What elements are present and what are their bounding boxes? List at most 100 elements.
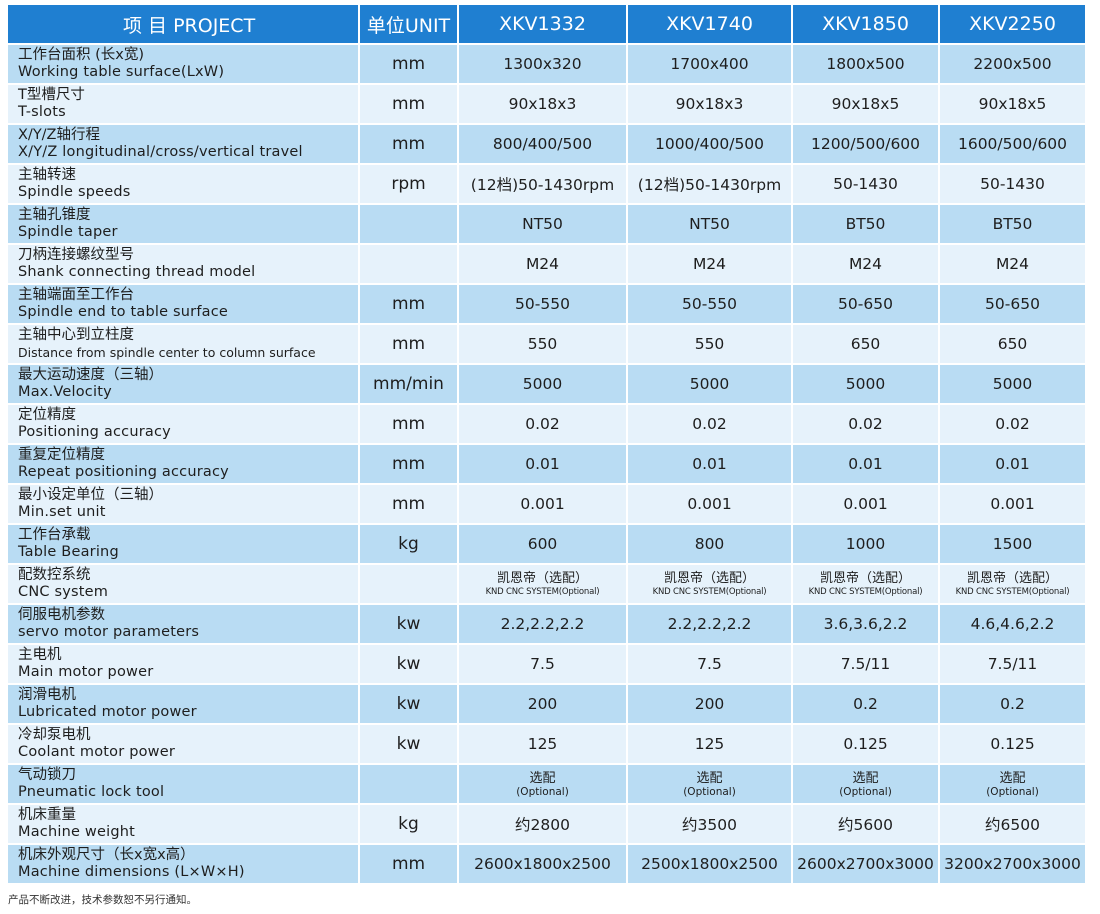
- spec-value-cell: 选配 (Optional): [628, 765, 791, 803]
- spec-name-zh: 重复定位精度: [18, 447, 105, 463]
- spec-value-line1: 凯恩帝（选配）: [819, 570, 911, 586]
- spec-unit-cell: mm: [360, 845, 457, 883]
- spec-name-en: Machine weight: [18, 824, 135, 840]
- spec-name-en: Spindle taper: [18, 224, 118, 240]
- table-row: 伺服电机参数 servo motor parameters kw 2.2,2.2,2.…: [8, 605, 1085, 643]
- spec-value-cell: 0.2: [793, 685, 938, 723]
- spec-value-cell: 1300x320: [459, 45, 626, 83]
- spec-value-cell: 50-550: [459, 285, 626, 323]
- spec-value-cell: 0.01: [940, 445, 1085, 483]
- table-row: 刀柄连接螺纹型号 Shank connecting thread model M24…: [8, 245, 1085, 283]
- spec-value-line2: (Optional): [986, 785, 1039, 798]
- spec-name-zh: 冷却泵电机: [18, 727, 91, 743]
- spec-unit-cell: kw: [360, 725, 457, 763]
- spec-name-en: Distance from spindle center to column s…: [18, 345, 316, 360]
- spec-value-cell: 50-1430: [793, 165, 938, 203]
- table-row: 最大运动速度（三轴） Max.Velocity mm/min 5000 5000 5000…: [8, 365, 1085, 403]
- spec-name-cell: 配数控系统 CNC system: [8, 565, 358, 603]
- spec-value-cell: 90x18x3: [459, 85, 626, 123]
- table-row: 工作台承载 Table Bearing kg 600 800 1000 1500: [8, 525, 1085, 563]
- spec-value-cell: 3.6,3.6,2.2: [793, 605, 938, 643]
- spec-name-cell: 伺服电机参数 servo motor parameters: [8, 605, 358, 643]
- spec-name-zh: 主轴端面至工作台: [18, 287, 134, 303]
- spec-name-zh: 主轴中心到立柱度: [18, 327, 134, 343]
- spec-unit-cell: mm: [360, 45, 457, 83]
- spec-value-cell: 7.5: [459, 645, 626, 683]
- spec-value-cell: 50-650: [793, 285, 938, 323]
- spec-value-line2: KND CNC SYSTEM(Optional): [955, 586, 1070, 597]
- spec-value-cell: 0.001: [793, 485, 938, 523]
- spec-value-cell: 1000: [793, 525, 938, 563]
- spec-name-zh: X/Y/Z轴行程: [18, 127, 100, 143]
- spec-value-cell: 50-1430: [940, 165, 1085, 203]
- spec-unit-cell: mm: [360, 85, 457, 123]
- header-model: XKV1850: [793, 5, 938, 43]
- spec-value-cell: 200: [459, 685, 626, 723]
- spec-name-zh: 工作台面积 (长x宽): [18, 47, 145, 63]
- spec-value-cell: 90x18x5: [793, 85, 938, 123]
- spec-name-cell: 最大运动速度（三轴） Max.Velocity: [8, 365, 358, 403]
- spec-name-cell: T型槽尺寸 T-slots: [8, 85, 358, 123]
- spec-value-cell: 1800x500: [793, 45, 938, 83]
- spec-name-zh: 刀柄连接螺纹型号: [18, 247, 134, 263]
- spec-unit-cell: mm: [360, 445, 457, 483]
- table-header-row: 项 目 PROJECT 单位UNIT XKV1332 XKV1740 XKV18…: [8, 5, 1085, 43]
- spec-value-line1: 凯恩帝（选配）: [966, 570, 1058, 586]
- spec-name-cell: 主轴中心到立柱度 Distance from spindle center to …: [8, 325, 358, 363]
- table-row: 气动锁刀 Pneumatic lock tool 选配 (Optional) 选配 (Op…: [8, 765, 1085, 803]
- spec-value-cell: 7.5/11: [793, 645, 938, 683]
- spec-name-zh: 机床外观尺寸（长x宽x高）: [18, 847, 195, 863]
- spec-value-line1: 选配: [529, 770, 556, 786]
- spec-value-cell: 1000/400/500: [628, 125, 791, 163]
- spec-value-cell: NT50: [628, 205, 791, 243]
- table-row: 机床外观尺寸（长x宽x高） Machine dimensions (L×W×H) m…: [8, 845, 1085, 883]
- spec-name-en: Spindle speeds: [18, 184, 131, 200]
- spec-unit-cell: [360, 565, 457, 603]
- spec-value-cell: 5000: [459, 365, 626, 403]
- spec-name-zh: 主轴孔锥度: [18, 207, 91, 223]
- spec-value-cell: BT50: [940, 205, 1085, 243]
- spec-value-line2: (Optional): [683, 785, 736, 798]
- spec-value-cell: 550: [459, 325, 626, 363]
- spec-name-en: servo motor parameters: [18, 624, 200, 640]
- spec-name-en: T-slots: [18, 104, 66, 120]
- spec-unit-cell: mm: [360, 485, 457, 523]
- spec-value-cell: 0.02: [793, 405, 938, 443]
- spec-value-cell: 50-550: [628, 285, 791, 323]
- header-model: XKV2250: [940, 5, 1085, 43]
- spec-unit-cell: kw: [360, 605, 457, 643]
- spec-name-zh: 伺服电机参数: [18, 607, 105, 623]
- spec-value-cell: 0.01: [628, 445, 791, 483]
- spec-name-cell: 主轴转速 Spindle speeds: [8, 165, 358, 203]
- spec-value-cell: 0.001: [940, 485, 1085, 523]
- spec-name-cell: 润滑电机 Lubricated motor power: [8, 685, 358, 723]
- spec-name-en: Lubricated motor power: [18, 704, 197, 720]
- spec-name-en: Table Bearing: [18, 544, 119, 560]
- spec-name-en: Pneumatic lock tool: [18, 784, 165, 800]
- spec-value-cell: 0.125: [793, 725, 938, 763]
- table-row: 主轴孔锥度 Spindle taper NT50 NT50 BT50 BT50: [8, 205, 1085, 243]
- spec-value-cell: 2.2,2.2,2.2: [628, 605, 791, 643]
- spec-name-en: Min.set unit: [18, 504, 106, 520]
- spec-unit-cell: kw: [360, 685, 457, 723]
- spec-unit-cell: mm: [360, 325, 457, 363]
- header-project: 项 目 PROJECT: [8, 5, 358, 43]
- spec-value-cell: 0.125: [940, 725, 1085, 763]
- spec-name-zh: T型槽尺寸: [18, 87, 85, 103]
- spec-value-cell: 约5600: [793, 805, 938, 843]
- spec-value-cell: 约3500: [628, 805, 791, 843]
- spec-name-zh: 定位精度: [18, 407, 76, 423]
- spec-value-cell: 5000: [628, 365, 791, 403]
- spec-value-line2: KND CNC SYSTEM(Optional): [808, 586, 923, 597]
- table-row: 主轴中心到立柱度 Distance from spindle center to …: [8, 325, 1085, 363]
- spec-name-zh: 工作台承载: [18, 527, 91, 543]
- spec-value-cell: 凯恩帝（选配） KND CNC SYSTEM(Optional): [459, 565, 626, 603]
- spec-value-cell: 7.5/11: [940, 645, 1085, 683]
- spec-value-cell: 1200/500/600: [793, 125, 938, 163]
- spec-value-cell: 125: [459, 725, 626, 763]
- spec-value-cell: 4.6,4.6,2.2: [940, 605, 1085, 643]
- spec-value-cell: 125: [628, 725, 791, 763]
- spec-name-en: Machine dimensions (L×W×H): [18, 864, 245, 880]
- spec-name-en: Main motor power: [18, 664, 154, 680]
- spec-value-cell: 2600x2700x3000: [793, 845, 938, 883]
